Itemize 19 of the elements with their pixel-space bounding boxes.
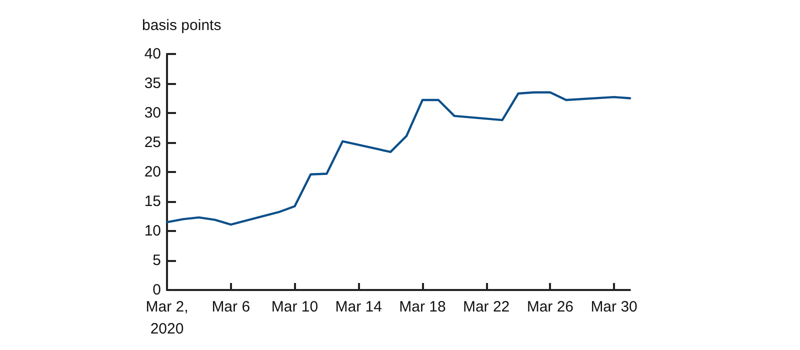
y-tick-label: 15 xyxy=(144,193,161,210)
y-tick-label: 10 xyxy=(144,222,161,240)
x-tick-label: Mar 6 xyxy=(212,298,250,316)
y-tick-label: 40 xyxy=(144,46,161,62)
x-tick-label: Mar 22 xyxy=(462,298,510,316)
x-tick-label: Mar 30 xyxy=(590,298,638,316)
y-tick-label: 20 xyxy=(144,164,161,180)
line-series xyxy=(166,91,632,226)
x-tick-label: Mar 26 xyxy=(526,298,574,316)
y-tick-label: 35 xyxy=(144,75,161,92)
y-tick-label: 30 xyxy=(144,104,161,122)
x-tick-label: Mar 14 xyxy=(335,298,382,316)
x-tick-label: Mar 2, 2020 xyxy=(146,298,188,338)
x-tick-label: Mar 10 xyxy=(271,298,318,316)
y-axis-title: basis points xyxy=(142,17,222,34)
y-tick-label: 0 xyxy=(152,282,161,298)
y-tick-label: 25 xyxy=(144,134,161,151)
y-tick-label: 5 xyxy=(152,252,161,269)
x-tick-label: Mar 18 xyxy=(399,298,446,316)
